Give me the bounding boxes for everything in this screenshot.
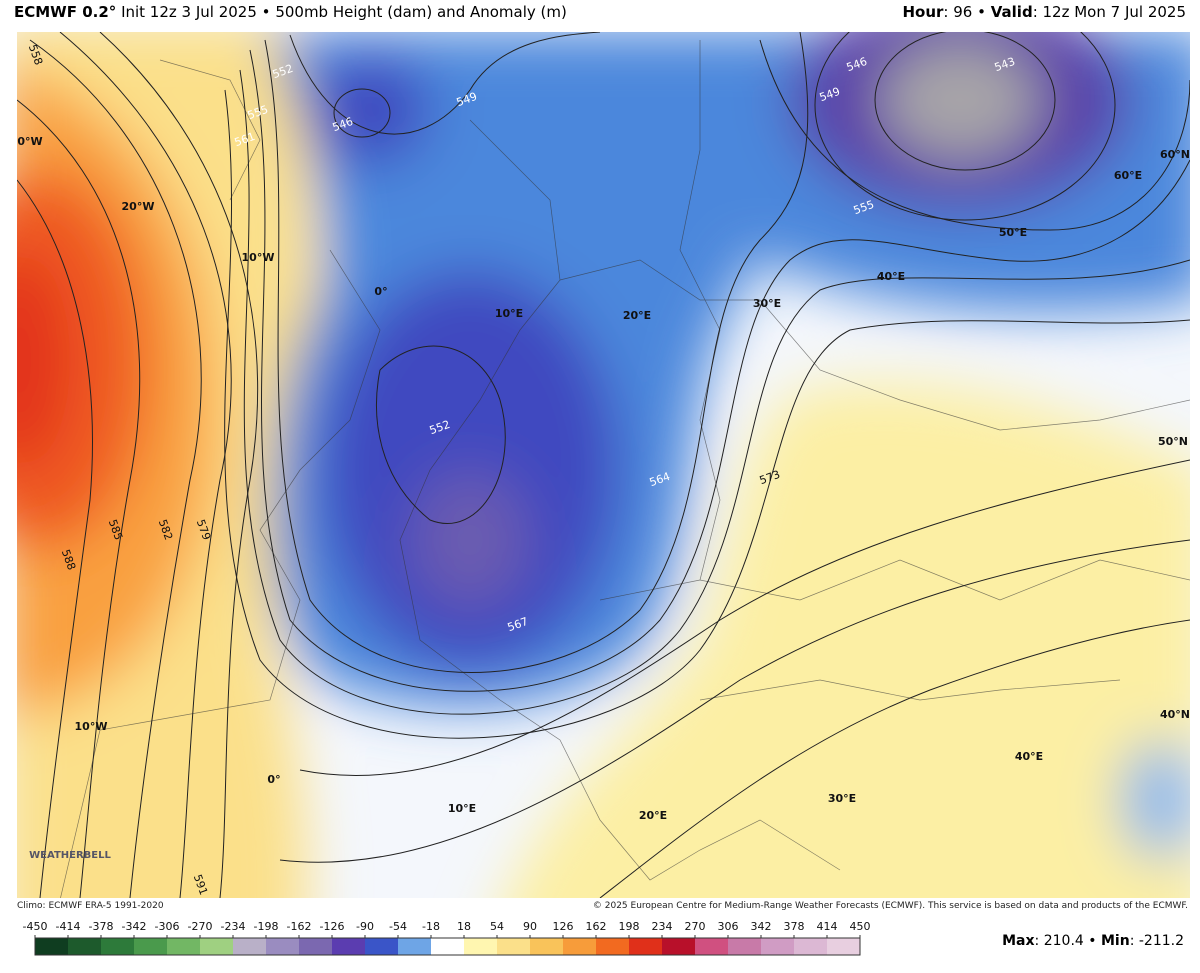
colorbar-tick-label: 306 (718, 920, 739, 933)
colorbar-tick-label: 450 (850, 920, 871, 933)
colorbar-segment (299, 938, 333, 955)
grid-label: 0° (374, 285, 387, 298)
colorbar: -450 -414 -378 -342 -306 -270 -234 -198 -162 -126… (23, 920, 871, 956)
grid-label: 60°E (1114, 169, 1142, 182)
colorbar-segment (794, 938, 828, 955)
grid-label: 20°E (639, 809, 667, 822)
colorbar-tick-label: -414 (56, 920, 81, 933)
colorbar-tick-label: 342 (751, 920, 772, 933)
colorbar-tick-label: -234 (221, 920, 246, 933)
sep: • (262, 3, 271, 21)
colorbar-segment (431, 938, 465, 955)
hour: 96 (953, 3, 972, 21)
grid-label: 40°N (1160, 708, 1190, 721)
colorbar-segment (728, 938, 762, 955)
climo: Climo: ECMWF ERA-5 1991-2020 (17, 901, 164, 911)
colorbar-segment (200, 938, 234, 955)
colorbar-segment (497, 938, 531, 955)
colorbar-segment (827, 938, 861, 955)
grid-label: 10°E (495, 307, 523, 320)
header-right: Hour: 96 • Valid: 12z Mon 7 Jul 2025 (902, 3, 1186, 21)
colorbar-segment (101, 938, 135, 955)
colorbar-tick-label: 162 (586, 920, 607, 933)
min-label: Min (1101, 933, 1130, 949)
hour-label: Hour (902, 3, 944, 21)
colorbar-tick-label: -270 (188, 920, 213, 933)
model: ECMWF 0.2° (14, 3, 116, 21)
colorbar-tick-label: -342 (122, 920, 147, 933)
colorbar-tick-label: 18 (457, 920, 471, 933)
colorbar-segment (266, 938, 300, 955)
grid-label: 40°E (1015, 750, 1043, 763)
grid-label: 30°E (753, 297, 781, 310)
colorbar-tick-label: -90 (356, 920, 374, 933)
colorbar-segment (596, 938, 630, 955)
valid-label: Valid (991, 3, 1033, 21)
product: 500mb Height (dam) and Anomaly (m) (275, 3, 567, 21)
grid-label: 20°W (122, 200, 155, 213)
colorbar-segment (134, 938, 168, 955)
colorbar-segment (695, 938, 729, 955)
min: -211.2 (1139, 933, 1184, 949)
colorbar-segment (398, 938, 432, 955)
colorbar-segment (35, 938, 69, 955)
grid-label: 10°W (242, 251, 275, 264)
grid-label: 30°E (828, 792, 856, 805)
grid-label: 20°E (623, 309, 651, 322)
colorbar-segment (530, 938, 564, 955)
max: 210.4 (1044, 933, 1084, 949)
max-label: Max (1002, 933, 1034, 949)
colorbar-segment (761, 938, 795, 955)
colorbar-tick-label: 378 (784, 920, 805, 933)
stats: Max: 210.4 • Min: -211.2 (1002, 933, 1184, 949)
colorbar-tick-label: 126 (553, 920, 574, 933)
grid-label: 10°E (448, 802, 476, 815)
grid-label: 0° (267, 773, 280, 786)
colorbar-segment (563, 938, 597, 955)
colorbar-tick-label: 90 (523, 920, 537, 933)
colorbar-segment (629, 938, 663, 955)
colorbar-tick-label: -450 (23, 920, 48, 933)
copyright: © 2025 European Centre for Medium-Range … (593, 901, 1188, 911)
grid-label: 0°W (17, 135, 42, 148)
colorbar-tick-label: -306 (155, 920, 180, 933)
colorbar-segment (68, 938, 102, 955)
colorbar-tick-label: -126 (320, 920, 345, 933)
colorbar-tick-label: -162 (287, 920, 312, 933)
colorbar-segment (167, 938, 201, 955)
sep: • (977, 3, 986, 21)
colorbar-segment (332, 938, 366, 955)
grid-label: 50°N (1158, 435, 1188, 448)
colorbar-frame (34, 937, 861, 956)
header-left: ECMWF 0.2° Init 12z 3 Jul 2025 • 500mb H… (14, 3, 567, 21)
grid-label: 60°N (1160, 148, 1190, 161)
logo: WEATHERBELL (29, 850, 111, 861)
sep: • (1088, 933, 1096, 949)
contours (17, 32, 1190, 898)
colorbar-tick-label: 270 (685, 920, 706, 933)
colorbar-segment (365, 938, 399, 955)
colorbar-tick-label: -198 (254, 920, 279, 933)
colorbar-segment (464, 938, 498, 955)
colorbar-tick-label: -54 (389, 920, 407, 933)
colorbar-tick-label: 198 (619, 920, 640, 933)
grid-label: 50°E (999, 226, 1027, 239)
colorbar-segment (662, 938, 696, 955)
init: Init 12z 3 Jul 2025 (121, 3, 257, 21)
colorbar-segment (233, 938, 267, 955)
valid: 12z Mon 7 Jul 2025 (1043, 3, 1186, 21)
colorbar-tick-label: 414 (817, 920, 838, 933)
colorbar-tick-label: 54 (490, 920, 504, 933)
colorbar-tick-label: -18 (422, 920, 440, 933)
colorbar-tick-label: 234 (652, 920, 673, 933)
grid-label: 40°E (877, 270, 905, 283)
grid-label: 10°W (75, 720, 108, 733)
colorbar-tick-label: -378 (89, 920, 114, 933)
